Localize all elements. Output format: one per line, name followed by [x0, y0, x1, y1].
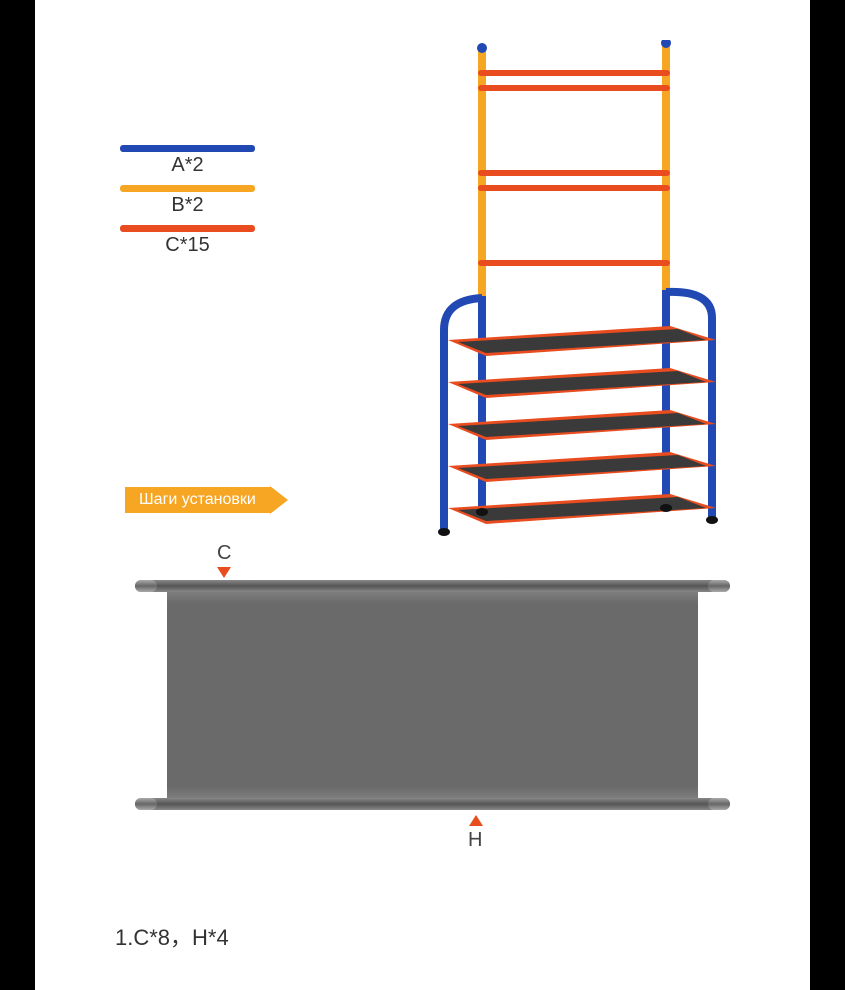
rack-bar-2 [478, 85, 670, 91]
legend-label-b: B*2 [120, 194, 255, 217]
legend-bar-b [120, 185, 255, 192]
rod-top [135, 580, 730, 592]
rack-post-orange-right [662, 43, 670, 296]
parts-legend: A*2 B*2 C*15 [120, 145, 255, 265]
rack-foot-3 [706, 516, 718, 524]
step1-diagram: C H [135, 580, 730, 810]
legend-item-a: A*2 [120, 145, 255, 177]
steps-banner: Шаги установки [125, 485, 288, 515]
legend-item-c: C*15 [120, 225, 255, 257]
legend-item-b: B*2 [120, 185, 255, 217]
rack-post-blue-front-right [708, 318, 716, 518]
label-h: H [468, 829, 482, 852]
rack-bar-3 [478, 170, 670, 176]
rack-shelf-3 [448, 410, 716, 440]
arrow-up-icon [469, 815, 483, 826]
rack-foot-2 [476, 508, 488, 516]
rod-bottom [135, 798, 730, 810]
rack-bar-4 [478, 185, 670, 191]
rack-foot-1 [438, 528, 450, 536]
rack-bar-1 [478, 70, 670, 76]
rack-svg [430, 40, 730, 540]
rod-cap [708, 798, 730, 810]
shelf-fabric [167, 586, 698, 804]
rod-cap [708, 580, 730, 592]
rack-cap-left [477, 43, 487, 53]
arrow-down-icon [217, 567, 231, 578]
shelf-panel [135, 580, 730, 810]
legend-label-a: A*2 [120, 154, 255, 177]
rack-illustration [430, 40, 730, 540]
step-caption: 1.C*8，H*4 [115, 920, 229, 952]
legend-bar-a [120, 145, 255, 152]
rod-cap [135, 580, 157, 592]
rack-shelf-2 [448, 368, 716, 398]
rack-curve-left [444, 298, 482, 330]
legend-bar-c [120, 225, 255, 232]
rack-curve-right [666, 292, 712, 318]
banner-text: Шаги установки [125, 487, 270, 513]
rack-post-blue-back-right [662, 290, 670, 506]
rod-cap [135, 798, 157, 810]
legend-label-c: C*15 [120, 234, 255, 257]
rack-shelf-1 [448, 326, 716, 356]
rack-foot-4 [660, 504, 672, 512]
rack-shelf-5 [448, 494, 716, 524]
rack-post-blue-front-left [440, 330, 448, 530]
label-c: C [217, 542, 231, 565]
rack-shelf-4 [448, 452, 716, 482]
page: A*2 B*2 C*15 [35, 0, 810, 990]
rack-bar-5 [478, 260, 670, 266]
banner-arrow-icon [270, 486, 288, 514]
